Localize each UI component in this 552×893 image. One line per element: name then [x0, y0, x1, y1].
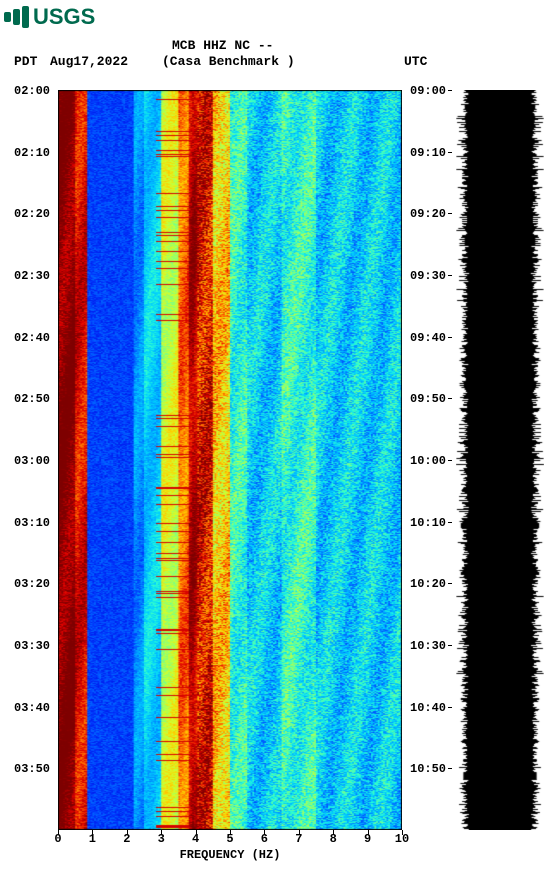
- ytick-left: 03:20: [14, 577, 50, 591]
- ytick-left: 02:10: [14, 146, 50, 160]
- station-subtitle: (Casa Benchmark ): [162, 54, 295, 69]
- waveform-plot: [456, 90, 544, 830]
- ytick-left: 02:40: [14, 331, 50, 345]
- ytick-left: 03:30: [14, 639, 50, 653]
- spectrogram-canvas: [58, 90, 402, 830]
- usgs-logo-text: USGS: [33, 4, 95, 30]
- ytick-right: 10:00: [410, 454, 446, 468]
- waveform-canvas: [456, 90, 544, 830]
- date-label: Aug17,2022: [50, 54, 128, 69]
- ytick-left: 02:30: [14, 269, 50, 283]
- ytick-left: 03:50: [14, 762, 50, 776]
- ytick-left: 02:50: [14, 392, 50, 406]
- x-axis-label: FREQUENCY (HZ): [58, 848, 402, 862]
- ytick-left: 02:00: [14, 84, 50, 98]
- ytick-right: 09:20: [410, 207, 446, 221]
- ytick-right: 09:30: [410, 269, 446, 283]
- ytick-left: 03:00: [14, 454, 50, 468]
- station-title: MCB HHZ NC --: [172, 38, 273, 53]
- usgs-logo: USGS: [4, 4, 95, 30]
- usgs-logo-bars: [4, 6, 31, 28]
- ytick-right: 10:20: [410, 577, 446, 591]
- ytick-right: 10:40: [410, 701, 446, 715]
- tz-left-label: PDT: [14, 54, 37, 69]
- ytick-right: 09:50: [410, 392, 446, 406]
- ytick-right: 10:10: [410, 516, 446, 530]
- spectrogram-plot: [58, 90, 402, 830]
- ytick-right: 10:30: [410, 639, 446, 653]
- ytick-left: 03:40: [14, 701, 50, 715]
- ytick-right: 09:40: [410, 331, 446, 345]
- ytick-right: 09:00: [410, 84, 446, 98]
- tz-right-label: UTC: [404, 54, 427, 69]
- ytick-left: 02:20: [14, 207, 50, 221]
- ytick-right: 09:10: [410, 146, 446, 160]
- ytick-right: 10:50: [410, 762, 446, 776]
- ytick-left: 03:10: [14, 516, 50, 530]
